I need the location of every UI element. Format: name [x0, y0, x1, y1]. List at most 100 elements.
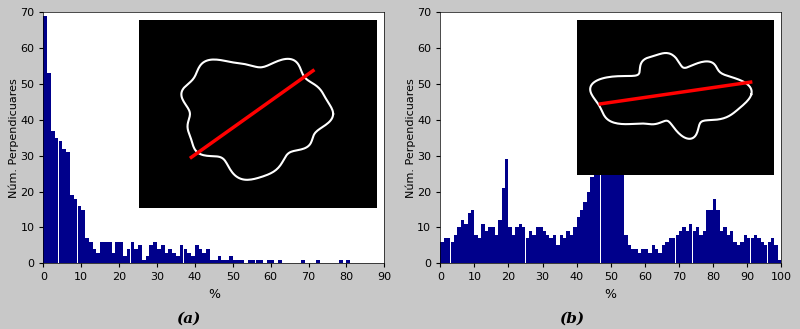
Bar: [542, 231, 546, 263]
Bar: [675, 235, 679, 263]
Bar: [104, 242, 108, 263]
Bar: [454, 235, 458, 263]
Bar: [590, 177, 594, 263]
Bar: [529, 231, 532, 263]
Bar: [82, 210, 85, 263]
Bar: [43, 16, 47, 263]
Bar: [652, 245, 655, 263]
Bar: [750, 238, 754, 263]
Bar: [89, 242, 93, 263]
Bar: [130, 242, 134, 263]
Bar: [278, 260, 282, 263]
Bar: [485, 231, 488, 263]
Y-axis label: Núm. Perpendicuares: Núm. Perpendicuares: [8, 78, 19, 198]
Bar: [222, 260, 225, 263]
Bar: [726, 235, 730, 263]
Bar: [62, 149, 66, 263]
Bar: [229, 256, 233, 263]
Bar: [172, 253, 176, 263]
Bar: [85, 238, 89, 263]
Bar: [458, 227, 461, 263]
Bar: [669, 238, 672, 263]
Bar: [556, 245, 559, 263]
Bar: [301, 260, 305, 263]
Bar: [488, 227, 491, 263]
Bar: [346, 260, 350, 263]
Bar: [631, 249, 634, 263]
Bar: [482, 224, 485, 263]
Bar: [142, 260, 146, 263]
X-axis label: %: %: [208, 288, 220, 301]
Bar: [706, 210, 710, 263]
Bar: [583, 202, 587, 263]
Bar: [78, 206, 82, 263]
Bar: [610, 138, 614, 263]
Bar: [655, 249, 658, 263]
Bar: [682, 227, 686, 263]
Bar: [478, 238, 481, 263]
Bar: [461, 220, 464, 263]
Bar: [66, 152, 70, 263]
Bar: [202, 253, 206, 263]
Bar: [634, 249, 638, 263]
Bar: [138, 245, 142, 263]
Bar: [574, 227, 577, 263]
Bar: [111, 253, 115, 263]
Bar: [758, 238, 761, 263]
Bar: [744, 235, 747, 263]
Bar: [737, 245, 740, 263]
Bar: [621, 138, 624, 263]
Bar: [498, 220, 502, 263]
Bar: [119, 242, 123, 263]
Bar: [662, 245, 666, 263]
Bar: [518, 224, 522, 263]
Bar: [515, 227, 518, 263]
Bar: [607, 113, 610, 263]
Bar: [566, 231, 570, 263]
Bar: [550, 238, 553, 263]
Bar: [126, 249, 130, 263]
Bar: [713, 199, 716, 263]
X-axis label: %: %: [605, 288, 617, 301]
Bar: [666, 242, 669, 263]
Bar: [267, 260, 270, 263]
Bar: [187, 253, 191, 263]
Bar: [54, 138, 58, 263]
Bar: [210, 260, 214, 263]
Bar: [532, 235, 536, 263]
Bar: [467, 213, 471, 263]
Text: (a): (a): [176, 312, 200, 326]
Bar: [464, 224, 467, 263]
Bar: [689, 224, 693, 263]
Bar: [134, 249, 138, 263]
Bar: [169, 249, 172, 263]
Bar: [734, 242, 737, 263]
Bar: [191, 256, 195, 263]
Bar: [502, 188, 505, 263]
Bar: [146, 256, 150, 263]
Bar: [546, 235, 550, 263]
Bar: [702, 231, 706, 263]
Bar: [778, 260, 781, 263]
Bar: [97, 253, 100, 263]
Bar: [218, 256, 222, 263]
Bar: [754, 235, 758, 263]
Bar: [165, 253, 168, 263]
Bar: [577, 217, 580, 263]
Bar: [255, 260, 259, 263]
Bar: [604, 63, 607, 263]
Bar: [74, 199, 78, 263]
Bar: [587, 191, 590, 263]
Bar: [672, 238, 675, 263]
Bar: [767, 242, 771, 263]
Bar: [47, 73, 51, 263]
Bar: [570, 235, 573, 263]
Bar: [259, 260, 263, 263]
Bar: [214, 260, 218, 263]
Bar: [252, 260, 255, 263]
Bar: [237, 260, 240, 263]
Bar: [240, 260, 244, 263]
Bar: [198, 249, 202, 263]
Bar: [597, 66, 601, 263]
Bar: [560, 235, 563, 263]
